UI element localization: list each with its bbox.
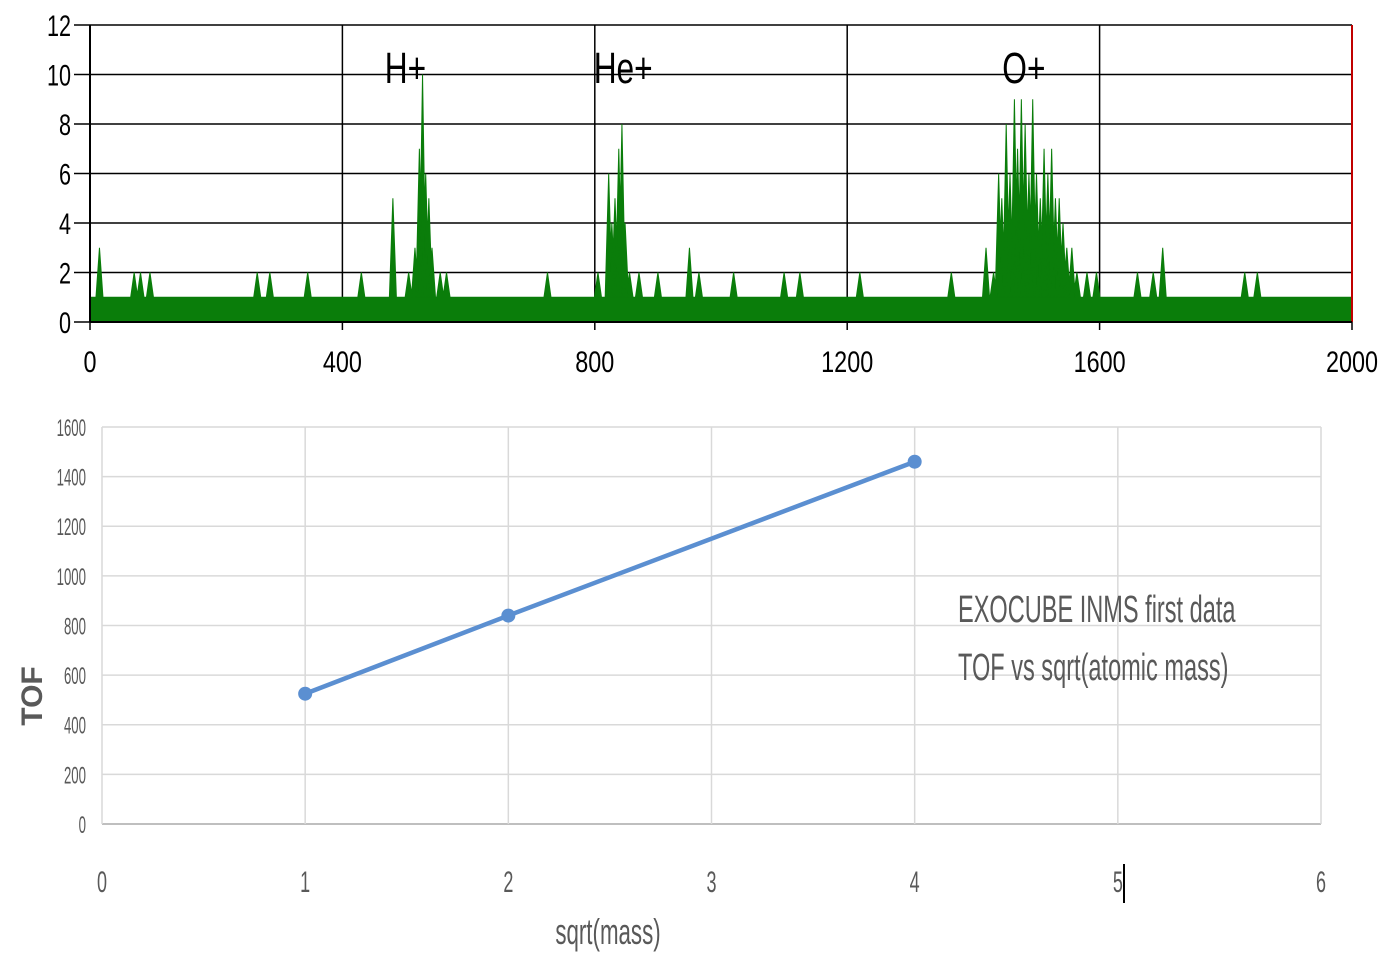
bottom-y-tick-label: 1200 <box>57 514 87 541</box>
top-y-tick-label: 8 <box>59 107 71 141</box>
bottom-y-tick-label: 1000 <box>57 564 87 591</box>
top-chart-y-ticks: 0 2 4 6 8 10 12 <box>47 8 90 340</box>
chart-annotation: EXOCUBE INMS first data TOF vs sqrt(atomi… <box>958 587 1236 688</box>
bottom-x-tick-label: 1 <box>300 867 310 900</box>
top-y-tick-label: 2 <box>59 256 71 290</box>
data-point <box>907 454 922 469</box>
peak-label: He+ <box>594 44 653 93</box>
bottom-y-tick-label: 0 <box>79 812 86 839</box>
x-axis-label: sqrt(mass) <box>555 913 660 953</box>
bottom-chart-series <box>298 454 922 701</box>
annotation-line: EXOCUBE INMS first data <box>958 587 1236 630</box>
tof-vs-sqrt-mass-chart: 0 200 400 600 800 1000 1200 1400 1600 0 1 2 3 4 5 6 sq… <box>16 415 1326 952</box>
top-chart-grid <box>90 24 1352 323</box>
top-y-tick-label: 10 <box>47 58 71 92</box>
spectrum-area <box>89 74 1353 323</box>
bottom-chart-y-ticks: 0 200 400 600 800 1000 1200 1400 1600 <box>57 415 87 839</box>
peak-label: O+ <box>1002 44 1045 93</box>
bottom-y-tick-label: 200 <box>64 762 86 789</box>
series-line <box>304 459 916 696</box>
bottom-x-tick-label: 4 <box>910 867 920 900</box>
bottom-chart-x-ticks: 0 1 2 3 4 5 6 <box>97 864 1326 903</box>
tof-spectrum-chart: 0 2 4 6 8 10 12 0 400 800 1200 1600 2000 H+ He+ O+ <box>47 8 1378 378</box>
bottom-y-tick-label: 800 <box>64 613 86 640</box>
bottom-x-tick-label: 3 <box>706 867 716 900</box>
bottom-y-tick-label: 600 <box>64 663 86 690</box>
bottom-x-tick-label: 0 <box>97 867 107 900</box>
annotation-line: TOF vs sqrt(atomic mass) <box>958 645 1228 688</box>
peak-label: H+ <box>385 44 426 93</box>
top-x-tick-label: 2000 <box>1326 345 1378 378</box>
top-x-tick-label: 1200 <box>821 345 873 378</box>
y-axis-label: TOF <box>16 666 49 725</box>
bottom-x-tick-label: 5 <box>1113 867 1123 900</box>
data-point <box>501 608 516 623</box>
peak-labels: H+ He+ O+ <box>385 44 1046 93</box>
top-x-tick-label: 800 <box>575 345 614 378</box>
top-x-tick-label: 1600 <box>1074 345 1126 378</box>
top-x-tick-label: 400 <box>323 345 362 378</box>
bottom-y-tick-label: 1600 <box>57 415 87 442</box>
bottom-x-tick-label: 2 <box>503 867 513 900</box>
top-y-tick-label: 12 <box>47 8 71 42</box>
bottom-y-tick-label: 1400 <box>57 465 87 492</box>
top-chart-x-ticks: 0 400 800 1200 1600 2000 <box>83 322 1378 379</box>
bottom-y-tick-label: 400 <box>64 713 86 740</box>
bottom-chart-grid <box>101 426 1322 825</box>
data-point <box>298 686 313 701</box>
top-y-tick-label: 6 <box>59 157 71 191</box>
bottom-x-tick-label: 6 <box>1316 867 1326 900</box>
top-y-tick-label: 4 <box>59 206 71 240</box>
top-x-tick-label: 0 <box>83 345 96 378</box>
top-y-tick-label: 0 <box>59 305 71 339</box>
